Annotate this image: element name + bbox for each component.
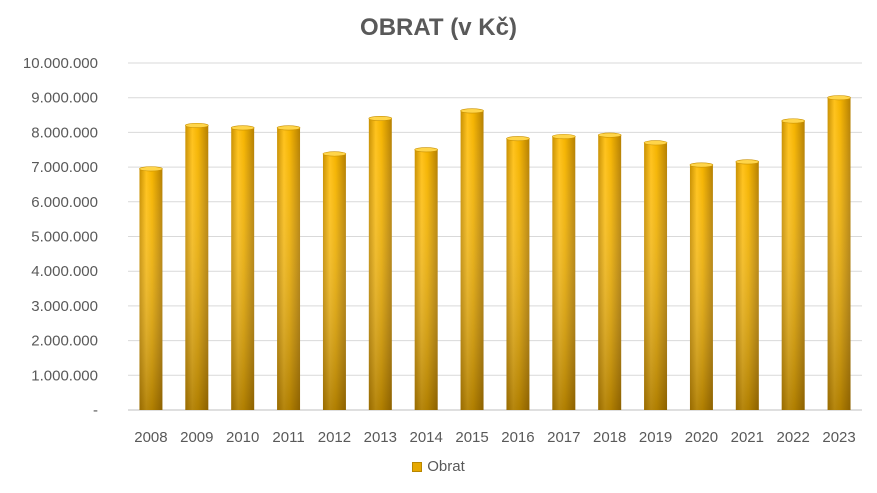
bar-group: [185, 122, 209, 411]
y-tick-label: 9.000.000: [31, 90, 98, 107]
bar-top: [643, 140, 668, 146]
bar-shade: [231, 127, 255, 410]
bar-top: [230, 125, 255, 131]
bar-group: [506, 136, 530, 410]
bar-top: [139, 166, 163, 172]
bar-top: [322, 151, 347, 157]
x-tick-label: 2013: [364, 429, 397, 446]
bar-shade: [644, 142, 668, 410]
y-tick-label: 5.000.000: [31, 229, 98, 246]
x-tick-label: 2015: [455, 429, 488, 446]
bar-top: [368, 116, 393, 122]
bar-top: [689, 162, 714, 168]
bar-group: [781, 118, 805, 410]
bar-shade: [139, 168, 163, 410]
bar-group: [230, 125, 255, 410]
y-tick-label: 3.000.000: [31, 298, 98, 315]
bar-top: [827, 95, 851, 101]
bar-group: [552, 134, 576, 410]
bar-group: [276, 125, 301, 410]
x-tick-label: 2017: [547, 429, 580, 446]
bar-top: [781, 118, 805, 124]
x-tick-label: 2012: [318, 429, 351, 446]
x-tick-label: 2014: [410, 429, 443, 446]
y-tick-label: 4.000.000: [31, 263, 98, 280]
x-tick-label: 2010: [226, 429, 259, 446]
bar-shade: [506, 138, 530, 410]
legend: Obrat: [0, 458, 877, 475]
bar-top: [185, 122, 209, 128]
y-tick-label: 1.000.000: [31, 367, 98, 384]
bar-group: [597, 132, 622, 410]
bar-shade: [552, 136, 576, 410]
legend-swatch: [412, 461, 423, 472]
x-tick-label: 2008: [134, 429, 167, 446]
bar-group: [460, 108, 484, 411]
bar-shade: [781, 120, 805, 410]
x-tick-label: 2022: [777, 429, 810, 446]
y-tick-label: 7.000.000: [31, 159, 98, 176]
bar-group: [368, 116, 393, 411]
x-tick-label: 2018: [593, 429, 626, 446]
x-tick-label: 2023: [822, 429, 855, 446]
x-tick-label: 2020: [685, 429, 718, 446]
bar-top: [506, 136, 530, 142]
bar-shade: [735, 161, 759, 410]
bar-shade: [689, 165, 713, 410]
bar-top: [414, 147, 438, 153]
x-tick-label: 2016: [501, 429, 534, 446]
bar-shade: [827, 97, 851, 410]
bar-group: [689, 162, 714, 410]
y-tick-label: -: [93, 402, 98, 419]
bar-group: [322, 151, 347, 410]
x-tick-label: 2021: [731, 429, 764, 446]
bar-shade: [185, 125, 209, 411]
bar-top: [552, 134, 576, 140]
bar-top: [460, 108, 484, 114]
chart-title: OBRAT (v Kč): [360, 14, 517, 41]
bar-group: [139, 166, 163, 410]
bar-shade: [277, 127, 301, 410]
bar-group: [735, 159, 760, 410]
y-tick-label: 10.000.000: [23, 55, 98, 72]
y-tick-label: 8.000.000: [31, 124, 98, 141]
bar-shade: [460, 110, 484, 411]
bar-top: [597, 132, 622, 138]
bar-shade: [368, 118, 392, 411]
bar-group: [643, 140, 668, 410]
x-tick-label: 2019: [639, 429, 672, 446]
legend-label: Obrat: [427, 458, 465, 475]
bar-shade: [322, 153, 346, 410]
y-tick-label: 6.000.000: [31, 194, 98, 211]
bar-shade: [414, 149, 438, 410]
bar-top: [276, 125, 301, 131]
bar-top: [735, 159, 760, 165]
y-tick-label: 2.000.000: [31, 333, 98, 350]
bar-group: [414, 147, 438, 410]
bar-group: [827, 95, 851, 410]
x-tick-label: 2009: [180, 429, 213, 446]
bar-shade: [598, 135, 622, 410]
x-tick-label: 2011: [272, 429, 304, 446]
